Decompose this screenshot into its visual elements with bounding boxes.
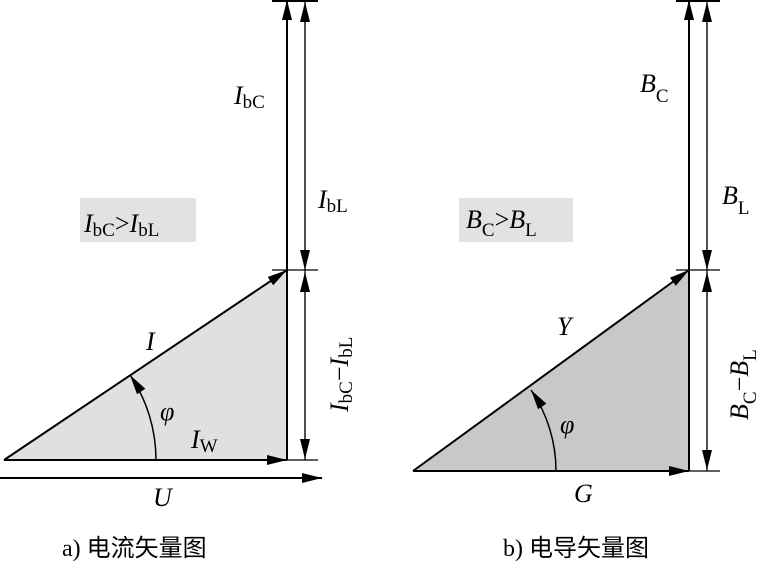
- caption-b: b) 电导矢量图: [503, 535, 649, 562]
- vector-y: [412, 269, 690, 472]
- label-bc-minus-bl: BC−BL: [725, 349, 758, 420]
- label-bl: BL: [722, 181, 750, 219]
- label-iw: IW: [190, 425, 218, 457]
- condition-box-a: [80, 198, 196, 242]
- condition-label-b: BC>BL: [466, 205, 537, 241]
- label-ibc-minus-ibl: IbC−IbL: [325, 337, 357, 413]
- panel-b: BC>BL BC BL BC−BL Y φ G b) 电导矢量图: [412, 0, 758, 562]
- panel-a: IbC>IbL IbC IbL IbC−IbL I φ IW U a) 电流矢量…: [0, 0, 357, 562]
- vector-i: [3, 269, 288, 461]
- label-bc: BC: [640, 69, 669, 107]
- label-ibc: IbC: [233, 81, 265, 113]
- label-ibl: IbL: [317, 185, 348, 217]
- angle-arc-b: [530, 389, 557, 472]
- condition-box-b: [459, 198, 573, 242]
- condition-label-a: IbC>IbL: [83, 209, 159, 241]
- label-g: G: [574, 479, 593, 508]
- label-u: U: [153, 483, 174, 512]
- angle-arc-a: [129, 374, 157, 461]
- label-phi-b: φ: [560, 410, 574, 439]
- label-y: Y: [557, 312, 574, 341]
- label-phi-a: φ: [160, 397, 174, 426]
- label-i: I: [145, 327, 156, 356]
- caption-a: a) 电流矢量图: [62, 535, 207, 562]
